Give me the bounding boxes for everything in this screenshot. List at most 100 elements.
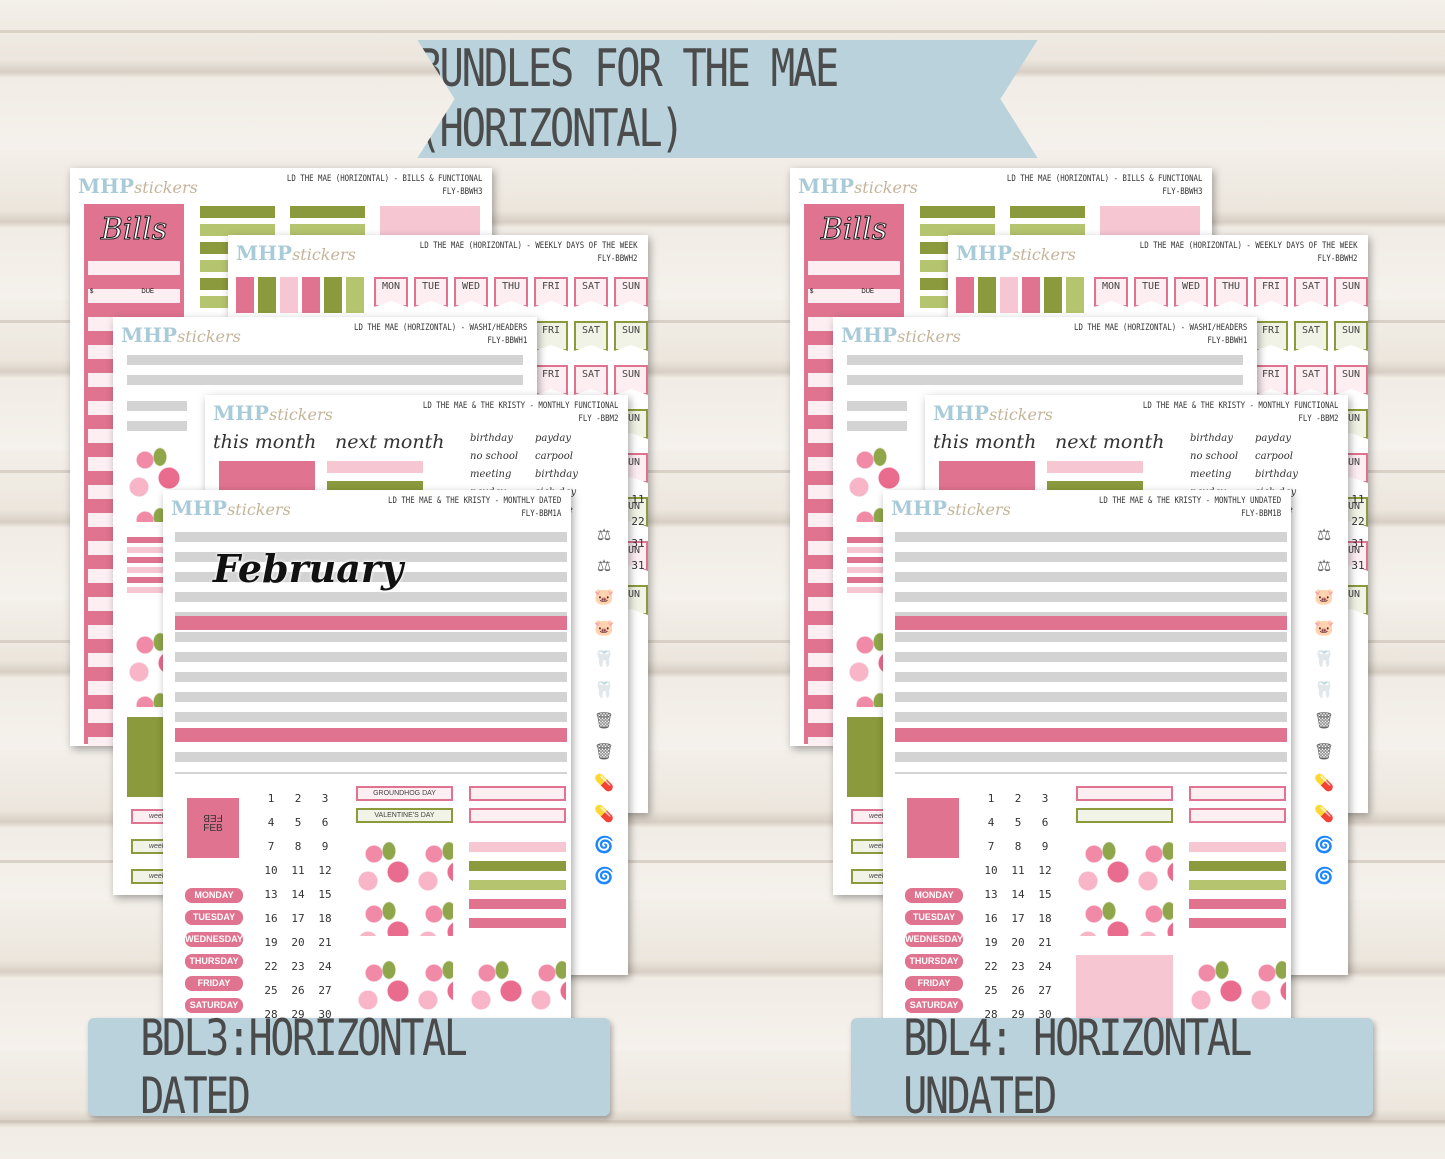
mhp-logo: MHPstickers — [236, 241, 356, 265]
sticker-strip — [920, 206, 995, 218]
day-flag-sun: SUN — [614, 321, 648, 351]
butterfly-square — [469, 955, 566, 1030]
butterfly-washi — [127, 355, 523, 391]
day-flag-thu: THU — [1214, 277, 1248, 307]
kettlebell-icon: ⚖ — [596, 527, 612, 544]
logo-brand: MHP — [121, 323, 178, 347]
sheet-code: FLY-BBWH2 — [1317, 254, 1358, 264]
day-flag-fri: FRI — [534, 321, 568, 351]
bundle-label-dated: BDL3:HORIZONTAL DATED — [88, 1009, 610, 1125]
bill-line — [88, 261, 180, 275]
day-flag-sat: SAT — [1294, 365, 1328, 395]
event-label — [1076, 786, 1173, 801]
weekday-saturday: SATURDAY — [905, 998, 963, 1013]
sheet-code: FLY -BBM2 — [577, 414, 618, 424]
mhp-logo: MHPstickers — [891, 496, 1011, 520]
logo-brand: MHP — [798, 174, 855, 198]
floral-square — [1076, 836, 1173, 936]
calendar-number: 25 — [264, 984, 278, 997]
color-strip — [469, 918, 566, 928]
stripe — [127, 577, 187, 583]
calendar-number: 28 — [984, 1008, 998, 1021]
sheet-header: LD THE MAE & THE KRISTY - MONTHLY UNDATE… — [1099, 495, 1281, 521]
trash-can-icon: 🗑 — [593, 744, 615, 761]
logo-brand: MHP — [891, 496, 948, 520]
calendar-number: 13 — [264, 888, 278, 901]
pattern-square — [356, 955, 453, 1030]
piggy-bank-icon: 🐷 — [594, 620, 614, 637]
sheet-code: FLY-BBM1B — [1240, 509, 1281, 519]
side-number: 31 — [631, 537, 645, 550]
sheet-title: LD THE MAE (HORIZONTAL) - WASHI/HEADERS — [353, 323, 527, 333]
calendar-number: 29 — [1011, 1008, 1025, 1021]
calendar-number: 4 — [987, 816, 995, 829]
bills-title: Bills — [100, 212, 168, 248]
trash-can-icon: 🗑 — [1313, 713, 1335, 730]
calendar-number: 27 — [318, 984, 332, 997]
sticker-strip — [290, 224, 365, 236]
side-number: 11 — [1351, 493, 1365, 506]
side-number: 22 — [631, 515, 645, 528]
washi-strip — [1000, 277, 1018, 313]
logo-suffix: stickers — [292, 245, 356, 264]
blank-label — [1189, 808, 1286, 823]
calendar-number: 15 — [1038, 888, 1052, 901]
sticker-strip — [200, 224, 275, 236]
calendar-number: 12 — [318, 864, 332, 877]
tooth-icon: 🦷 — [1314, 682, 1334, 699]
script-word: payday — [535, 433, 572, 444]
month-abbr: FEB — [203, 823, 223, 834]
butterfly-washi — [847, 355, 1243, 391]
mhp-logo: MHPstickers — [933, 401, 1053, 425]
weekday-wednesday: WEDNESDAY — [185, 932, 243, 947]
day-flag-fri: FRI — [1254, 321, 1288, 351]
medicine-icon: 💊 — [1314, 806, 1334, 823]
side-number: 22 — [1351, 515, 1365, 528]
title-banner: BUNDLES FOR THE MAE (HORIZONTAL) — [417, 40, 1038, 158]
calendar-number: 8 — [1014, 840, 1022, 853]
bills-title: Bills — [820, 212, 888, 248]
day-flag-fri: FRI — [534, 277, 568, 307]
day-flag-mon: MON — [1094, 277, 1128, 307]
day-flag-sun: SUN — [1334, 321, 1368, 351]
script-word: birthday — [470, 433, 513, 444]
calendar-number: 22 — [984, 960, 998, 973]
sheet-title: LD THE MAE & THE KRISTY - MONTHLY DATED — [387, 496, 561, 506]
calendar-number: 18 — [318, 912, 332, 925]
sheet-code: FLY-BBWH1 — [486, 336, 527, 346]
strip — [327, 461, 423, 473]
sticker-strip — [200, 206, 275, 218]
sticker-strip — [920, 224, 995, 236]
logo-brand: MHP — [213, 401, 270, 425]
blank-label — [1189, 786, 1286, 801]
pink-band — [175, 728, 567, 742]
weekday-thursday: THURSDAY — [185, 954, 243, 969]
washi-strip — [1044, 277, 1062, 313]
piggy-bank-icon: 🐷 — [1314, 620, 1334, 637]
logo-suffix: stickers — [947, 500, 1011, 519]
washing-machine-icon: 🌀 — [594, 837, 614, 854]
amount-symbol: $ — [810, 289, 814, 295]
event-label — [1076, 808, 1173, 823]
sheet-title: LD THE MAE (HORIZONTAL) - WASHI/HEADERS — [1073, 323, 1247, 333]
day-flag-sat: SAT — [574, 277, 608, 307]
stripe — [127, 557, 187, 563]
sheet-header: LD THE MAE (HORIZONTAL) - WEEKLY DAYS OF… — [1140, 240, 1358, 266]
day-flag-sun: SUN — [614, 277, 648, 307]
sheet-header: LD THE MAE (HORIZONTAL) - WASHI/HEADERS F… — [1074, 322, 1247, 348]
calendar-number: 14 — [291, 888, 305, 901]
calendar-number: 16 — [264, 912, 278, 925]
calendar-number: 22 — [264, 960, 278, 973]
calendar-number: 14 — [1011, 888, 1025, 901]
stripe — [847, 537, 907, 543]
washi-strip — [175, 752, 567, 774]
script-next-month: next month — [1055, 431, 1165, 453]
day-flag-fri: FRI — [1254, 277, 1288, 307]
washi-strip — [1066, 277, 1084, 313]
sheet-header: LD THE MAE & THE KRISTY - MONTHLY DATED F… — [388, 495, 561, 521]
sheet-code: FLY-BBWH2 — [597, 254, 638, 264]
washi-strip — [895, 752, 1287, 774]
month-title: February — [213, 546, 404, 591]
butterfly-washi-small — [127, 401, 187, 431]
strip — [1047, 481, 1143, 491]
